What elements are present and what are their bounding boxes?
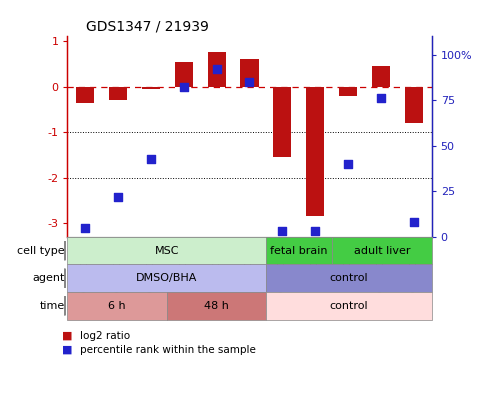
Bar [175,62,193,87]
Bar [339,87,357,96]
Bar [142,87,160,89]
Point [180,84,188,91]
Text: MSC: MSC [155,246,179,256]
Point [147,156,155,162]
Text: control: control [329,301,368,311]
Text: fetal brain: fetal brain [270,246,328,256]
Bar [372,66,390,87]
Point [246,79,253,85]
Text: 48 h: 48 h [204,301,229,311]
Bar [306,87,324,216]
Text: 6 h: 6 h [108,301,126,311]
Text: GDS1347 / 21939: GDS1347 / 21939 [86,20,209,34]
Text: DMSO/BHA: DMSO/BHA [136,273,198,283]
Text: percentile rank within the sample: percentile rank within the sample [80,345,255,355]
Point [213,66,221,72]
Text: agent: agent [32,273,65,283]
Text: time: time [39,301,65,311]
Text: log2 ratio: log2 ratio [80,331,130,341]
Point [311,228,319,235]
Point [278,228,286,235]
Text: ■: ■ [62,345,73,355]
Text: ■: ■ [62,331,73,341]
Bar [405,87,423,123]
Bar [208,52,226,87]
Text: control: control [329,273,368,283]
Bar [109,87,127,100]
Bar [241,59,258,87]
Bar [76,87,94,102]
Point [410,219,418,226]
Bar [273,87,291,157]
Text: adult liver: adult liver [354,246,410,256]
Point [81,224,89,231]
Point [344,161,352,167]
Point [114,194,122,200]
Point [377,95,385,102]
Text: cell type: cell type [17,246,65,256]
